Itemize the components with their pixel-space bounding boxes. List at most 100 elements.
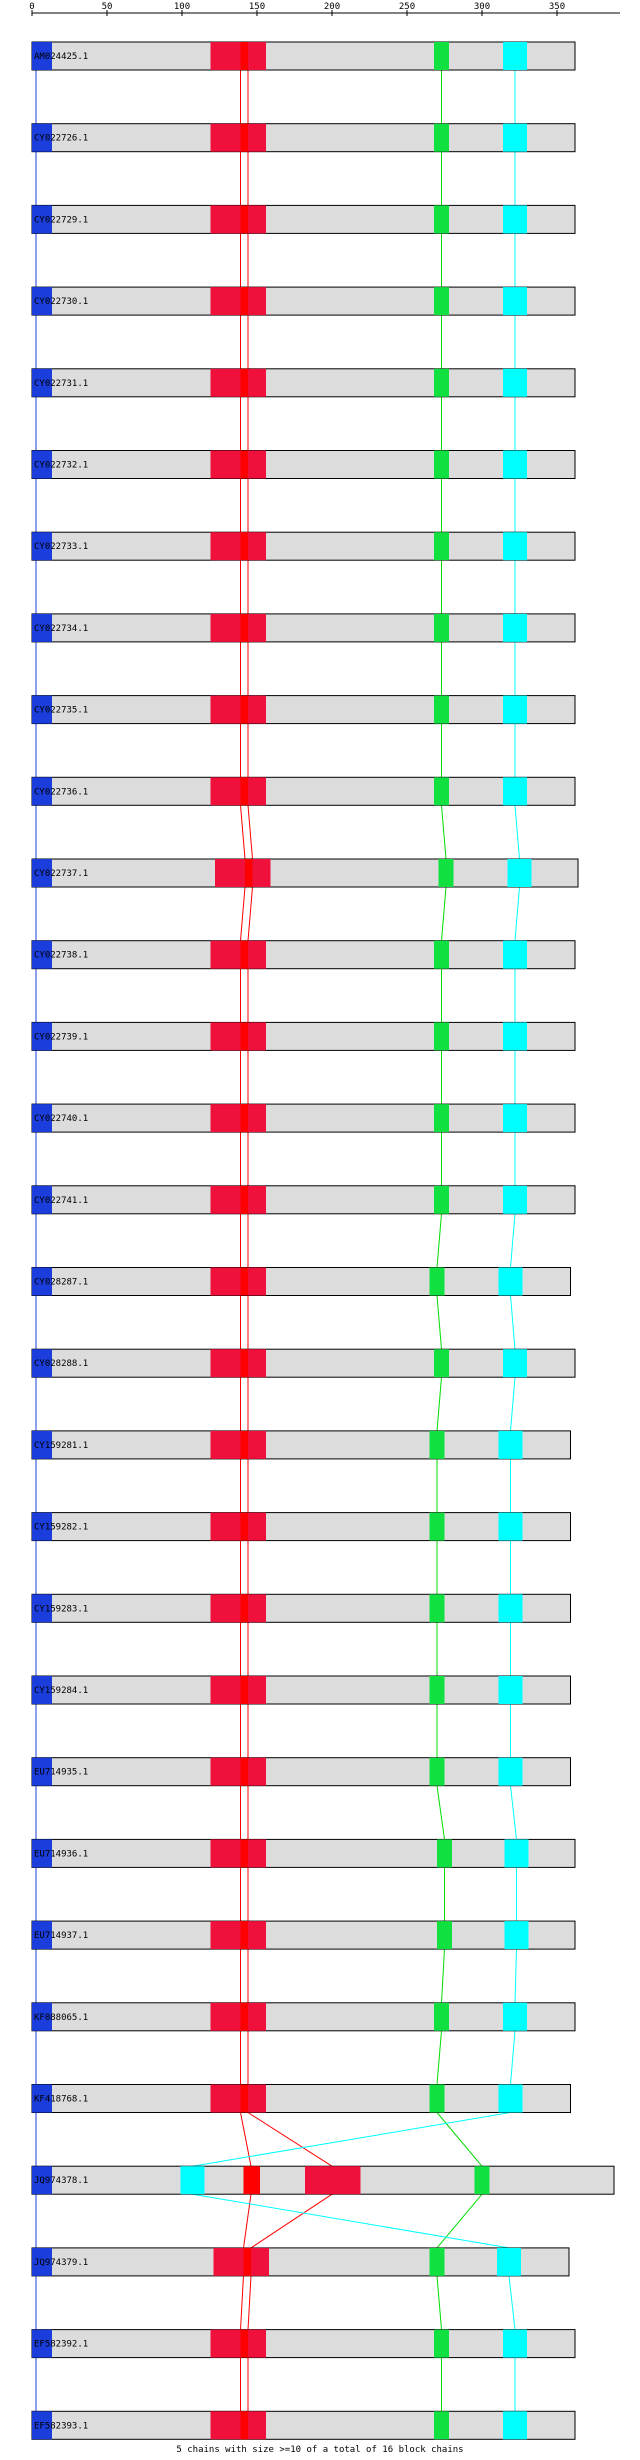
red-block	[210, 1267, 266, 1296]
cyan-block	[503, 450, 527, 479]
axis-tick-label: 50	[102, 2, 113, 12]
sequence-label: EU714936.1	[34, 1849, 88, 1859]
block-link-line	[240, 2112, 252, 2167]
red-block	[215, 859, 271, 887]
sequence-row: CY022731.1	[31, 368, 576, 398]
anchor-block	[32, 1839, 52, 1868]
red-core-block	[240, 1757, 248, 1786]
red-block	[210, 1022, 266, 1051]
position-axis: 0 50 100 150 200 250 300 350	[29, 2, 620, 16]
sequence-bar	[31, 2002, 576, 2032]
red-block	[210, 1594, 266, 1623]
cyan-block	[507, 859, 532, 887]
sequence-label: CY022741.1	[34, 1196, 88, 1206]
sequence-label: CY022735.1	[34, 706, 88, 716]
anchor-block	[32, 777, 52, 806]
sequence-row: CY022734.1	[31, 613, 576, 643]
axis-tick-label: 150	[249, 2, 265, 12]
red-block	[210, 1512, 266, 1541]
red-block	[210, 1185, 266, 1214]
block-link-line	[436, 2275, 442, 2330]
cyan-block	[503, 777, 527, 806]
block-link-line	[436, 1377, 442, 1431]
anchor-block	[32, 695, 52, 724]
sequence-label: CY022740.1	[34, 1114, 88, 1124]
sequence-row: KF418768.1	[31, 2084, 571, 2113]
anchor-block	[32, 940, 52, 969]
sequence-row: CY159281.1	[31, 1430, 571, 1460]
red-block	[210, 42, 266, 70]
red-core-block	[240, 613, 248, 642]
green-block	[429, 1430, 445, 1459]
sequence-row: CY159284.1	[31, 1675, 571, 1705]
green-block	[429, 2247, 445, 2276]
block-link-line	[436, 1213, 442, 1268]
sequence-bar	[31, 286, 576, 316]
block-link-line	[247, 2112, 333, 2167]
sequence-bar	[31, 2084, 571, 2113]
cyan-block	[503, 532, 527, 561]
sequence-bar	[31, 1021, 576, 1051]
green-block	[434, 2002, 449, 2031]
sequence-row: CY022732.1	[31, 450, 576, 479]
green-block	[434, 42, 449, 70]
green-block	[429, 1757, 445, 1786]
cyan-block	[503, 1349, 527, 1378]
axis-tick-label: 0	[29, 2, 34, 12]
anchor-block	[32, 1022, 52, 1051]
block-link-line	[510, 1377, 516, 1431]
sequence-row: CY022733.1	[31, 531, 576, 561]
anchor-block	[32, 2166, 52, 2195]
red-block	[243, 2166, 260, 2195]
green-block	[437, 1921, 452, 1950]
sequence-label: KF418768.1	[34, 2095, 88, 2105]
anchor-block	[32, 1430, 52, 1459]
sequence-bar	[31, 2410, 576, 2440]
block-link-line	[240, 805, 246, 860]
sequence-bar	[31, 1185, 576, 1215]
red-core-block	[245, 859, 253, 887]
sequence-bar	[31, 695, 576, 725]
sequence-bar	[31, 1512, 571, 1542]
sequence-row: CY022730.1	[31, 286, 576, 316]
sequence-label: CY022736.1	[34, 787, 88, 797]
axis-tick-label: 100	[174, 2, 190, 12]
sequence-row: JQ974379.1	[31, 2247, 570, 2277]
cyan-block	[180, 2166, 205, 2195]
red-core-block	[240, 1839, 248, 1868]
red-block	[210, 2411, 266, 2440]
sequence-bar	[31, 41, 576, 71]
cyan-block	[498, 1512, 523, 1541]
green-block	[429, 2084, 445, 2113]
red-core-block	[240, 2411, 248, 2440]
cyan-block	[503, 2329, 527, 2358]
cyan-block	[503, 940, 527, 969]
green-block	[429, 1594, 445, 1623]
cyan-block	[504, 1839, 529, 1868]
sequence-row: EU714936.1	[31, 1838, 576, 1868]
red-core-block	[240, 695, 248, 724]
block-link-line	[436, 2112, 483, 2167]
sequence-bar	[31, 450, 576, 479]
red-block	[210, 695, 266, 724]
anchor-block	[32, 1104, 52, 1133]
sequence-row: CY022726.1	[31, 123, 576, 153]
red-block	[210, 2329, 266, 2358]
block-link-line	[247, 886, 253, 941]
footer-summary: 5 chains with size >=10 of a total of 16…	[176, 2445, 463, 2455]
sequence-label: CY022739.1	[34, 1032, 88, 1042]
block-link-line	[436, 1785, 445, 1840]
sequence-label: CY159283.1	[34, 1604, 88, 1614]
red-block	[210, 450, 266, 479]
sequence-bar	[31, 613, 576, 643]
block-link-line	[441, 805, 447, 860]
block-link-line	[510, 1213, 516, 1268]
sequence-bar	[31, 204, 576, 234]
anchor-block	[32, 42, 52, 70]
sequence-row: EU714937.1	[31, 1920, 576, 1950]
green-block	[434, 1104, 449, 1133]
cyan-block	[504, 1921, 529, 1950]
red-block	[210, 287, 266, 316]
green-block	[434, 1349, 449, 1378]
red-block	[210, 613, 266, 642]
